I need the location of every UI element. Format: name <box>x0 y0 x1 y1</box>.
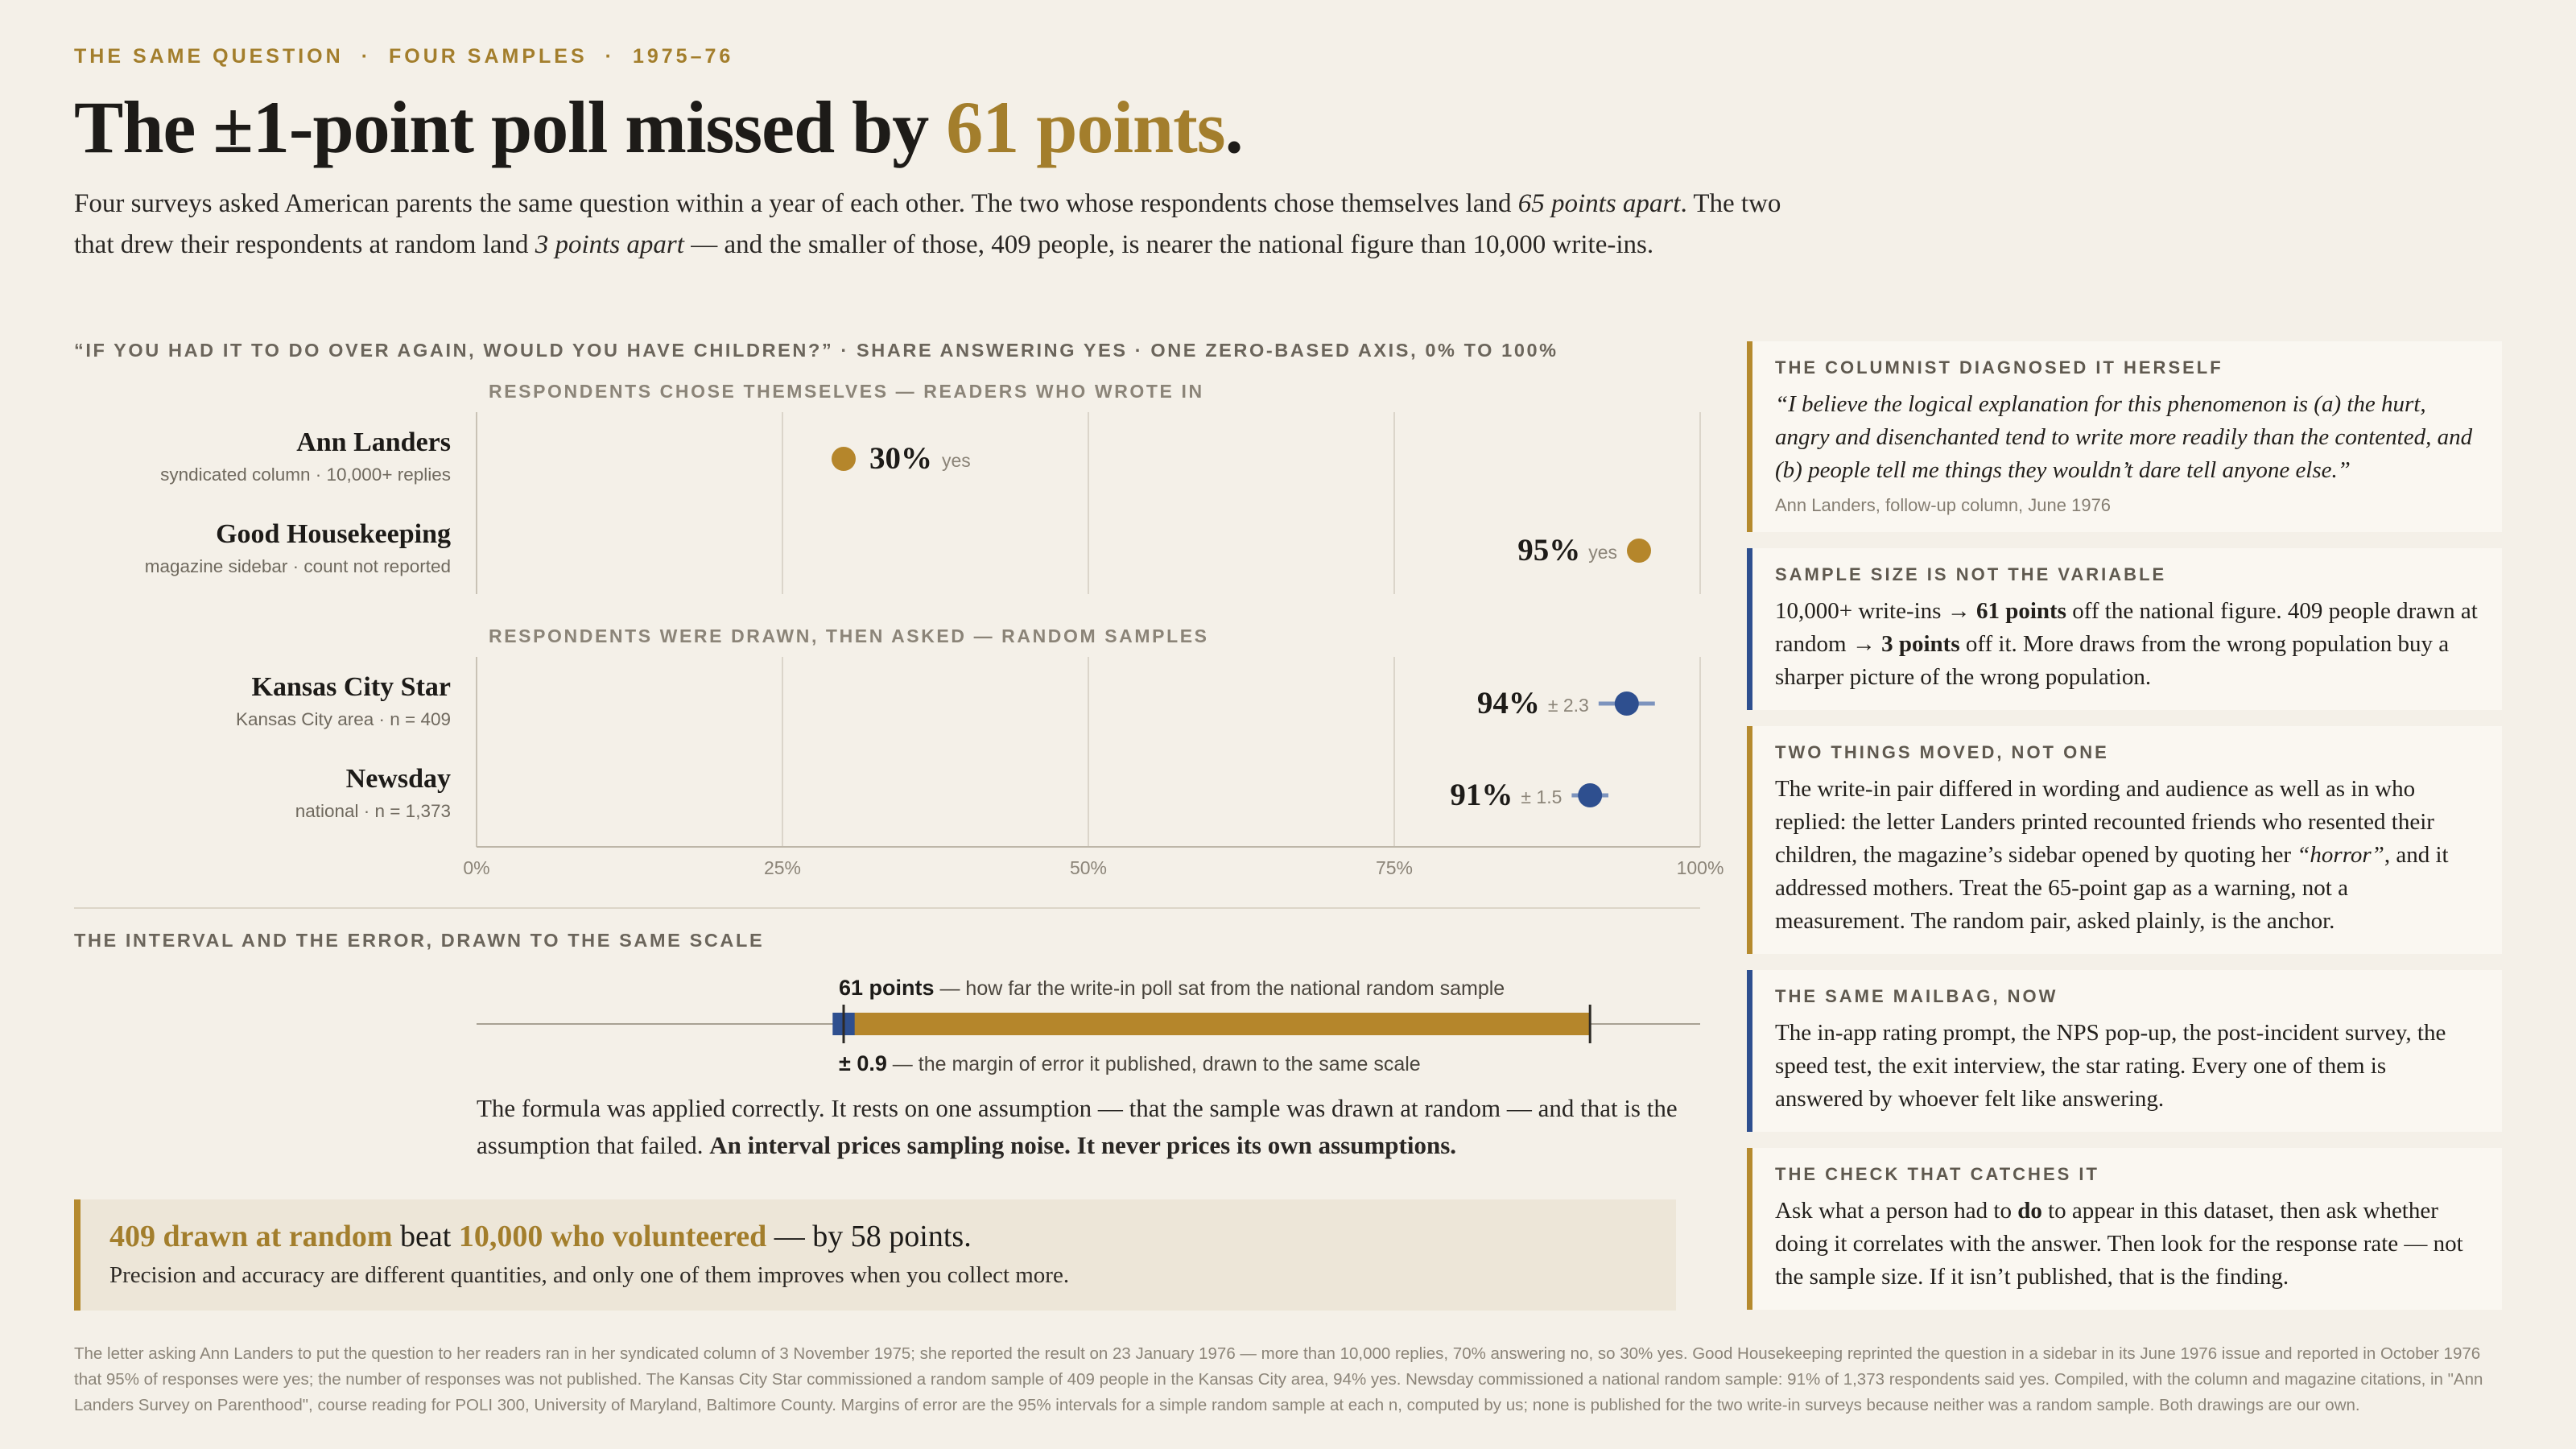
group-label: RESPONDENTS CHOSE THEMSELVES — READERS W… <box>489 381 1204 402</box>
row-name: Ann Landers <box>296 427 451 457</box>
row-subtitle: syndicated column · 10,000+ replies <box>160 464 451 485</box>
row-subtitle: Kansas City area · n = 409 <box>236 709 451 729</box>
eyebrow: THE SAME QUESTION · FOUR SAMPLES · 1975–76 <box>74 45 733 68</box>
card-body: The in-app rating prompt, the NPS pop-up… <box>1775 1020 2446 1112</box>
row-name: Newsday <box>346 764 451 794</box>
x-tick-label: 0% <box>463 857 489 878</box>
sidebar-card-two-things: TWO THINGS MOVED, NOT ONE The write-in p… <box>1747 726 2502 954</box>
card-body: The write-in pair differed in wording an… <box>1775 773 2479 938</box>
dek: Four surveys asked American parents the … <box>74 184 1813 266</box>
callout-text: beat <box>392 1220 459 1253</box>
data-note: yes <box>942 450 971 471</box>
row-subtitle: magazine sidebar · count not reported <box>145 556 451 576</box>
eyebrow-part: THE SAME QUESTION <box>74 45 344 68</box>
footnote: The letter asking Ann Landers to put the… <box>74 1344 2483 1414</box>
gap-label: 61 points — how far the write-in poll sa… <box>839 976 1505 1000</box>
dot-chart: “IF YOU HAD IT TO DO OVER AGAIN, WOULD Y… <box>74 340 1724 1075</box>
data-label: 30% <box>869 441 932 476</box>
card-source: Ann Landers, follow-up column, June 1976 <box>1775 495 2112 515</box>
sidebar-card-mailbag: THE SAME MAILBAG, NOW The in-app rating … <box>1747 970 2502 1132</box>
moe-label: ± 0.9 — the margin of error it published… <box>839 1051 1421 1075</box>
card-title: THE CHECK THAT CATCHES IT <box>1775 1164 2099 1184</box>
dek-text: — and the smaller of those, 409 people, … <box>683 230 1654 259</box>
card-text: off the national figure. 409 people draw… <box>1775 598 2478 657</box>
card-text: , and it addressed mothers. Treat the 65… <box>1775 842 2449 934</box>
gap-label-text: — how far the write-in poll sat from the… <box>935 977 1505 1000</box>
callout-line1: 409 drawn at random beat 10,000 who volu… <box>109 1219 1676 1254</box>
eyebrow-sep: · <box>605 45 615 68</box>
card-body: 10,000+ write-ins → 61 points off the na… <box>1775 595 2479 694</box>
data-note: yes <box>1588 542 1617 563</box>
sidebar-card-sample-size: SAMPLE SIZE IS NOT THE VARIABLE 10,000+ … <box>1747 548 2502 710</box>
card-text: Ask what a person had to <box>1775 1198 2018 1224</box>
data-label: 94% <box>1477 686 1540 720</box>
x-tick-label: 75% <box>1376 857 1413 878</box>
card-bold: 3 points <box>1881 631 1960 657</box>
sidebar-card-columnist: THE COLUMNIST DIAGNOSED IT HERSELF “I be… <box>1747 341 2502 532</box>
formula-sentence: The formula was applied correctly. It re… <box>477 1094 1678 1159</box>
eyebrow-sep: · <box>361 45 372 68</box>
data-point <box>832 447 856 471</box>
card-body: Ask what a person had to do to appear in… <box>1775 1195 2479 1294</box>
headline-post: . <box>1224 86 1244 168</box>
data-point <box>1614 691 1639 716</box>
gap-label-bold: 61 points <box>839 976 935 1000</box>
headline-pre: The ±1-point poll missed by <box>74 86 947 168</box>
eyebrow-part: 1975–76 <box>632 45 734 68</box>
data-point <box>1627 539 1651 563</box>
card-title: TWO THINGS MOVED, NOT ONE <box>1775 742 2109 762</box>
data-label: 95% <box>1517 533 1580 568</box>
row-subtitle: national · n = 1,373 <box>295 801 451 821</box>
formula-text: The formula was applied correctly. It re… <box>477 1090 1700 1164</box>
card-title: THE SAME MAILBAG, NOW <box>1775 986 2058 1006</box>
headline: The ±1-point poll missed by 61 points. <box>74 79 1244 175</box>
dek-emphasis: 65 points apart <box>1517 189 1681 218</box>
row-name: Kansas City Star <box>252 672 451 702</box>
card-italic: “horror” <box>2297 842 2384 868</box>
interval-title: THE INTERVAL AND THE ERROR, DRAWN TO THE… <box>74 930 764 951</box>
data-note: ± 2.3 <box>1548 695 1589 716</box>
gap-bar <box>844 1013 1591 1035</box>
card-title: SAMPLE SIZE IS NOT THE VARIABLE <box>1775 564 2167 584</box>
callout-line2: Precision and accuracy are different qua… <box>109 1262 1070 1288</box>
data-label: 91% <box>1450 778 1513 812</box>
dek-text: Four surveys asked American parents the … <box>74 189 1518 218</box>
card-text: 10,000+ write-ins → <box>1775 598 1976 624</box>
card-text: off it. More draws from the wrong popula… <box>1775 631 2450 690</box>
headline-accent: 61 points <box>946 86 1225 168</box>
eyebrow-part: FOUR SAMPLES <box>389 45 588 68</box>
callout-accent: 10,000 who volunteered <box>458 1220 767 1253</box>
callout-accent: 409 drawn at random <box>109 1220 393 1253</box>
card-text: The write-in pair differed in wording an… <box>1775 776 2434 868</box>
chart-caption: “IF YOU HAD IT TO DO OVER AGAIN, WOULD Y… <box>74 340 1558 361</box>
card-text: to appear in this dataset, then ask whet… <box>1775 1198 2463 1290</box>
card-quote: “I believe the logical explanation for t… <box>1775 391 2473 483</box>
sidebar: THE COLUMNIST DIAGNOSED IT HERSELF “I be… <box>1747 341 2502 1326</box>
sidebar-card-check: THE CHECK THAT CATCHES IT Ask what a per… <box>1747 1148 2502 1310</box>
card-title: THE COLUMNIST DIAGNOSED IT HERSELF <box>1775 357 2223 378</box>
data-point <box>1578 783 1603 807</box>
formula-bold: An interval prices sampling noise. It ne… <box>709 1131 1457 1159</box>
x-tick-label: 100% <box>1677 857 1724 878</box>
moe-label-bold: ± 0.9 <box>839 1051 887 1075</box>
row-name: Good Housekeeping <box>216 519 451 549</box>
x-tick-label: 50% <box>1070 857 1107 878</box>
dek-text: . The two that drew their respondents at… <box>74 189 1781 259</box>
dek-emphasis: 3 points apart <box>535 230 684 259</box>
data-note: ± 1.5 <box>1521 786 1562 807</box>
card-bold: do <box>2017 1198 2042 1224</box>
card-bold: 61 points <box>1975 598 2066 624</box>
x-tick-label: 25% <box>764 857 801 878</box>
group-label: RESPONDENTS WERE DRAWN, THEN ASKED — RAN… <box>489 625 1209 646</box>
callout-box: 409 drawn at random beat 10,000 who volu… <box>74 1199 1676 1311</box>
callout-text: — by 58 points. <box>766 1220 972 1253</box>
moe-label-text: — the margin of error it published, draw… <box>887 1053 1421 1075</box>
